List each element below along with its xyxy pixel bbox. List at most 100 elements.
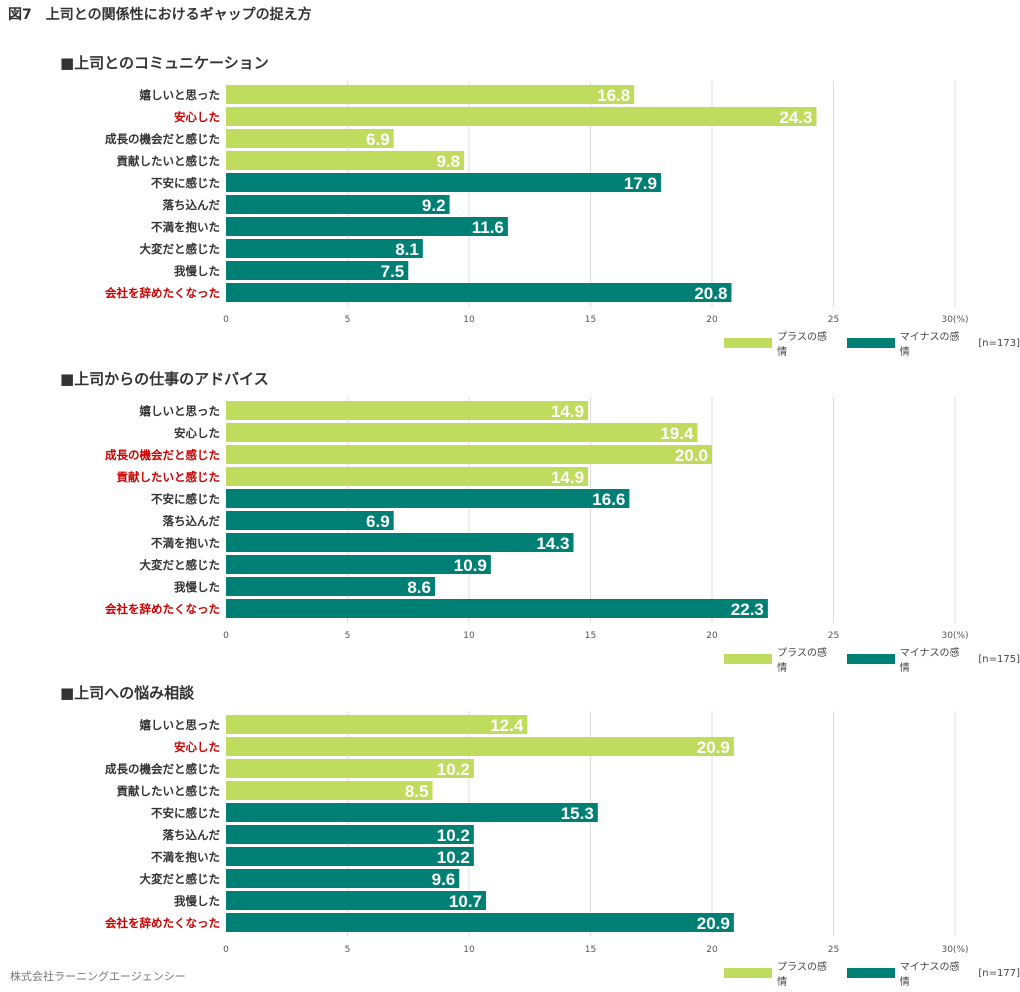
value-label: 8.1 (395, 240, 419, 259)
value-label: 10.2 (437, 826, 470, 845)
category-label: 会社を辞めたくなった (104, 286, 220, 300)
bar (226, 173, 661, 192)
legend: プラスの感情 マイナスの感情 [n=173] (724, 328, 1020, 358)
bar (226, 847, 474, 866)
x-tick-label: 10 (463, 631, 475, 641)
value-label: 20.8 (694, 284, 727, 303)
x-tick-label: 30(%) (941, 945, 968, 955)
value-label: 9.6 (432, 870, 456, 889)
chart-section-communication: ■上司とのコミュニケーション 0 5 10 15 20 25 30(%) 嬉しいと思った 16.… (0, 52, 1020, 358)
x-tick-label: 20 (706, 945, 718, 955)
x-tick-label: 20 (706, 315, 718, 325)
category-label: 我慢した (174, 264, 220, 278)
category-label: 不安に感じた (151, 176, 220, 190)
value-label: 16.8 (597, 86, 630, 105)
value-label: 24.3 (779, 108, 812, 127)
bar (226, 489, 630, 508)
bar (226, 555, 491, 574)
chart-title: ■上司とのコミュニケーション (60, 54, 269, 72)
value-label: 11.6 (472, 218, 504, 237)
bar (226, 107, 817, 126)
category-label: 不安に感じた (151, 806, 220, 820)
category-label: 不安に感じた (151, 492, 220, 506)
category-label: 会社を辞めたくなった (104, 602, 220, 616)
legend: プラスの感情 マイナスの感情 [n=177] (724, 958, 1020, 988)
value-label: 14.9 (551, 468, 584, 487)
chart-section-consultation: ■上司への悩み相談 0 5 10 15 20 25 30(%) 嬉しいと思った 12.4 安心した… (0, 682, 1020, 988)
category-label: 安心した (174, 740, 220, 754)
legend-label-plus: プラスの感情 (777, 962, 827, 988)
legend-label-minus: マイナスの感情 (899, 332, 960, 358)
x-tick-label: 15 (585, 631, 596, 641)
x-tick-label: 10 (463, 945, 475, 955)
bar (226, 85, 635, 104)
x-tick-label: 15 (585, 315, 596, 325)
category-label: 不満を抱いた (151, 220, 220, 234)
value-label: 20.9 (697, 738, 730, 757)
value-label: 16.6 (592, 490, 625, 509)
legend-label-plus: プラスの感情 (777, 332, 827, 358)
category-label: 我慢した (174, 580, 220, 594)
category-label: 落ち込んだ (163, 514, 221, 528)
category-label: 大変だと感じた (140, 872, 221, 886)
bar (226, 869, 460, 888)
value-label: 9.2 (422, 196, 446, 215)
legend-swatch-plus (724, 968, 773, 978)
category-label: 嬉しいと思った (139, 404, 221, 418)
bar (226, 781, 433, 800)
value-label: 8.5 (405, 782, 429, 801)
category-label: 成長の機会だと感じた (105, 762, 220, 776)
value-label: 6.9 (366, 512, 390, 531)
value-label: 7.5 (381, 262, 405, 281)
category-label: 成長の機会だと感じた (105, 132, 220, 146)
bar (226, 825, 474, 844)
value-label: 14.3 (536, 534, 569, 553)
bar-chart-communication: 0 5 10 15 20 25 30(%) 嬉しいと思った 16.8 安心した 24.3 成長の機会だ… (104, 81, 969, 325)
legend-label-minus: マイナスの感情 (899, 962, 960, 988)
legend-swatch-plus (724, 338, 773, 348)
bar (226, 511, 394, 530)
value-label: 10.2 (437, 760, 470, 779)
category-label: 大変だと感じた (140, 242, 221, 256)
x-tick-label: 20 (706, 631, 718, 641)
value-label: 19.4 (660, 424, 694, 443)
category-label: 貢献したいと感じた (117, 784, 221, 798)
x-tick-label: 5 (345, 315, 351, 325)
category-label: 貢献したいと感じた (117, 470, 221, 484)
x-tick-label: 0 (223, 315, 229, 325)
bar (226, 261, 409, 280)
bar (226, 913, 734, 932)
value-label: 22.3 (731, 600, 764, 619)
x-tick-label: 0 (223, 631, 229, 641)
category-label: 不満を抱いた (151, 850, 220, 864)
value-label: 10.7 (449, 892, 482, 911)
category-label: 成長の機会だと感じた (105, 448, 220, 462)
value-label: 9.8 (436, 152, 460, 171)
legend-swatch-minus (846, 968, 895, 978)
bar (226, 401, 589, 420)
bar-chart-advice: 0 5 10 15 20 25 30(%) 嬉しいと思った 14.9 安心した 19.4 成長の機会だ… (104, 397, 969, 641)
figure-title: 図7 上司との関係性におけるギャップの捉え方 (8, 7, 312, 23)
category-label: 会社を辞めたくなった (104, 916, 220, 930)
bar (226, 151, 465, 170)
category-label: 落ち込んだ (163, 828, 221, 842)
chart-title: ■上司からの仕事のアドバイス (60, 370, 269, 388)
sample-size: [n=173] (978, 337, 1020, 349)
category-label: 我慢した (174, 894, 220, 908)
bar (226, 759, 474, 778)
value-label: 6.9 (366, 130, 390, 149)
category-label: 嬉しいと思った (139, 88, 221, 102)
bar (226, 803, 598, 822)
legend-swatch-minus (846, 654, 895, 664)
legend: プラスの感情 マイナスの感情 [n=175] (724, 644, 1020, 674)
chart-section-advice: ■上司からの仕事のアドバイス 0 5 10 15 20 25 30(%) 嬉しいと思った 14.… (0, 368, 1020, 674)
x-tick-label: 5 (345, 945, 351, 955)
bar (226, 533, 574, 552)
value-label: 8.6 (407, 578, 431, 597)
bar (226, 283, 732, 302)
category-label: 嬉しいと思った (139, 718, 221, 732)
chart-title: ■上司への悩み相談 (60, 684, 195, 702)
legend-swatch-plus (724, 654, 773, 664)
value-label: 20.0 (675, 446, 708, 465)
value-label: 17.9 (624, 174, 657, 193)
